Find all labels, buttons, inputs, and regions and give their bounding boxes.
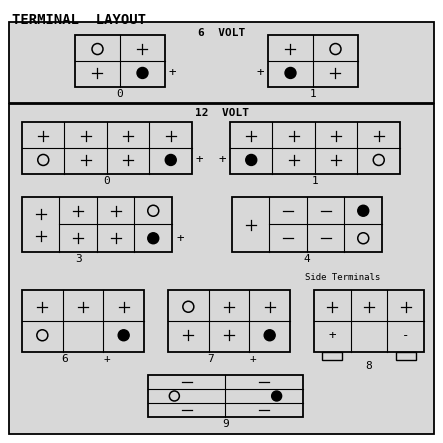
Bar — [268, 35, 358, 87]
Text: 8: 8 — [365, 361, 373, 371]
Bar — [232, 197, 382, 252]
Text: +: + — [329, 329, 336, 342]
Bar — [396, 352, 416, 360]
Text: 0: 0 — [104, 176, 110, 186]
Bar — [22, 122, 192, 174]
Circle shape — [137, 67, 148, 78]
Circle shape — [246, 155, 257, 165]
Bar — [75, 35, 165, 87]
Bar — [314, 290, 424, 352]
Text: +: + — [218, 153, 226, 167]
Text: 12  VOLT: 12 VOLT — [195, 108, 249, 118]
Text: 1: 1 — [310, 89, 316, 99]
Circle shape — [272, 391, 282, 401]
Circle shape — [148, 233, 159, 244]
Bar — [230, 122, 400, 174]
Text: +: + — [250, 354, 257, 364]
Text: 0: 0 — [117, 89, 123, 99]
Text: TERMINAL  LAYOUT: TERMINAL LAYOUT — [12, 13, 146, 27]
Text: 4: 4 — [303, 254, 311, 264]
Text: 9: 9 — [222, 419, 229, 429]
Bar — [323, 352, 342, 360]
Text: Side Terminals: Side Terminals — [305, 273, 380, 283]
Circle shape — [358, 205, 369, 216]
Circle shape — [118, 330, 129, 341]
Circle shape — [285, 67, 296, 78]
Bar — [148, 375, 303, 417]
Text: 3: 3 — [76, 254, 82, 264]
Bar — [22, 290, 144, 352]
Bar — [22, 197, 172, 252]
Circle shape — [264, 330, 275, 341]
Text: +: + — [256, 66, 264, 79]
Text: +: + — [104, 354, 111, 364]
Text: 7: 7 — [207, 354, 214, 364]
Text: +: + — [168, 66, 176, 79]
Text: 6  VOLT: 6 VOLT — [198, 28, 245, 38]
Text: +: + — [195, 153, 203, 167]
Bar — [9, 22, 434, 103]
Bar — [9, 104, 434, 434]
Bar — [168, 290, 290, 352]
Text: -: - — [402, 329, 409, 342]
Text: 1: 1 — [311, 176, 319, 186]
Text: +: + — [176, 232, 184, 245]
Text: 6: 6 — [61, 354, 68, 364]
Circle shape — [165, 155, 176, 165]
